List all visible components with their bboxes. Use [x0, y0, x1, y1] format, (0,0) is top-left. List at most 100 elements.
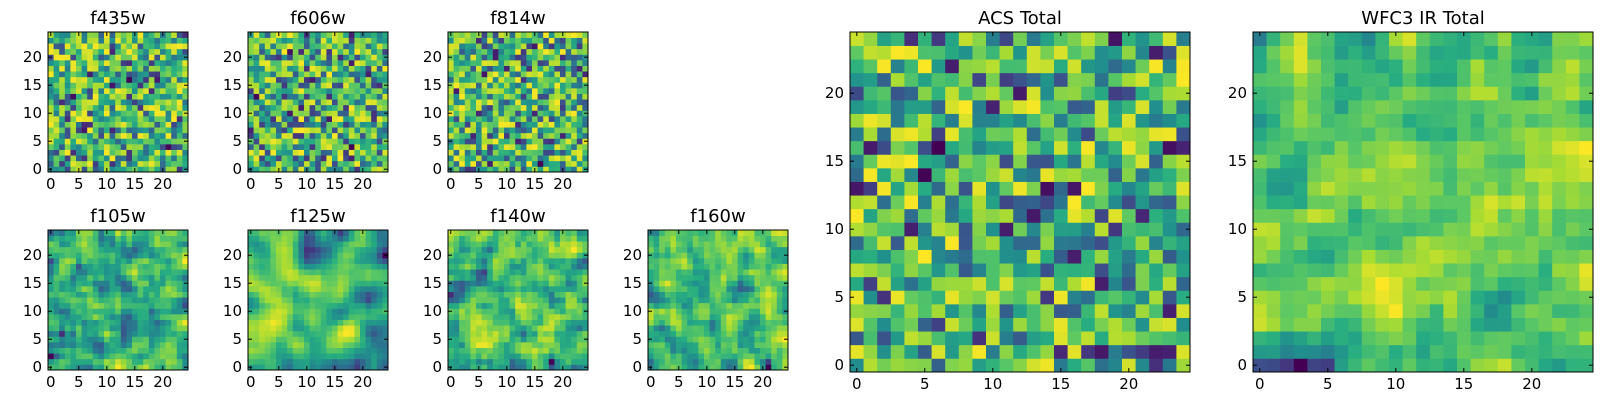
heatmap-cell [70, 314, 77, 320]
heatmap-cell [571, 325, 578, 332]
heatmap-cell [931, 154, 946, 169]
heatmap-cell [270, 93, 277, 100]
heatmap-cell [498, 110, 505, 117]
heatmap-cell [87, 127, 94, 134]
heatmap-cell [571, 99, 578, 106]
heatmap-cell [487, 246, 494, 253]
heatmap-cell [754, 291, 761, 298]
heatmap-cell [382, 241, 389, 248]
heatmap-cell [48, 71, 54, 78]
heatmap-cell [109, 144, 116, 150]
heatmap-cell [132, 93, 138, 100]
heatmap-cell [248, 104, 254, 111]
heatmap-cell [165, 110, 172, 117]
heatmap-cell [337, 308, 344, 315]
heatmap-cell [276, 76, 282, 83]
heatmap-cell [1094, 249, 1109, 264]
heatmap-cell [98, 263, 105, 270]
heatmap-cell [1067, 181, 1082, 196]
heatmap-cell [320, 308, 327, 315]
heatmap-cell [109, 76, 116, 83]
heatmap-cell [115, 93, 122, 100]
heatmap-cell [476, 286, 482, 292]
heatmap-cell [120, 325, 127, 332]
heatmap-cell [972, 236, 987, 250]
heatmap-cell [326, 104, 333, 111]
heatmap-cell [120, 93, 127, 100]
heatmap-cell [160, 149, 166, 156]
heatmap-cell [315, 138, 322, 145]
heatmap-cell [126, 342, 133, 348]
heatmap-cell [548, 302, 555, 309]
heatmap-cell [171, 263, 178, 270]
heatmap-cell [287, 71, 294, 78]
heatmap-cell [476, 138, 482, 145]
heatmap-cell [371, 149, 378, 156]
heatmap-cell [743, 319, 750, 326]
heatmap-cell [698, 302, 705, 309]
heatmap-cell [664, 274, 671, 281]
heatmap-cell [1176, 249, 1191, 264]
heatmap-cell [526, 353, 533, 360]
heatmap-cell [70, 76, 77, 83]
heatmap-cell [492, 353, 499, 360]
heatmap-cell [171, 258, 178, 264]
heatmap-cell [532, 263, 538, 270]
heatmap-cell [109, 54, 116, 61]
heatmap-cell [537, 48, 544, 55]
heatmap-cell [337, 358, 344, 365]
heatmap-cell [264, 353, 271, 360]
heatmap-cell [571, 291, 578, 298]
heatmap-cell [365, 37, 372, 44]
heatmap-cell [270, 132, 277, 139]
heatmap-cell [904, 344, 919, 359]
heatmap-cell [543, 132, 550, 139]
heatmap-cell [571, 342, 578, 348]
heatmap-cell [470, 274, 477, 281]
heatmap-cell [92, 274, 99, 281]
heatmap-cell [148, 241, 155, 248]
heatmap-cell [315, 60, 322, 66]
heatmap-cell [498, 274, 505, 281]
heatmap-cell [165, 241, 172, 248]
heatmap-cell [670, 280, 677, 287]
heatmap-cell [115, 246, 122, 253]
heatmap-cell [104, 116, 110, 122]
heatmap-cell [1067, 263, 1082, 278]
heatmap-cell [309, 291, 316, 298]
heatmap-cell [120, 116, 127, 122]
heatmap-cell [298, 274, 305, 281]
heatmap-cell [850, 263, 864, 278]
heatmap-cell [64, 32, 71, 38]
heatmap-cell [120, 71, 127, 78]
heatmap-cell [109, 230, 116, 236]
heatmap-cell [532, 138, 538, 145]
heatmap-cell [582, 127, 589, 134]
heatmap-cell [548, 60, 555, 66]
heatmap-cell [304, 330, 310, 337]
heatmap-cell [918, 331, 932, 346]
heatmap-cell [931, 263, 946, 278]
heatmap-cell [343, 76, 350, 83]
heatmap-cell [576, 364, 583, 371]
heatmap-cell [109, 336, 116, 343]
heatmap-cell [481, 358, 488, 365]
heatmap-cell [765, 302, 772, 309]
heatmap-cell [918, 154, 932, 169]
heatmap-cell [748, 297, 755, 304]
heatmap-cell [526, 241, 533, 248]
heatmap-cell [720, 258, 727, 264]
heatmap-cell [371, 32, 378, 38]
heatmap-cell [515, 302, 522, 309]
heatmap-cell [520, 110, 527, 117]
heatmap-cell [160, 280, 166, 287]
heatmap-cell [292, 252, 299, 259]
heatmap-cell [132, 144, 138, 150]
heatmap-cell [160, 241, 166, 248]
heatmap-cell [520, 160, 527, 167]
heatmap-cell [315, 342, 322, 348]
heatmap-cell [104, 297, 110, 304]
heatmap-cell [376, 308, 383, 315]
heatmap-cell [698, 291, 705, 298]
